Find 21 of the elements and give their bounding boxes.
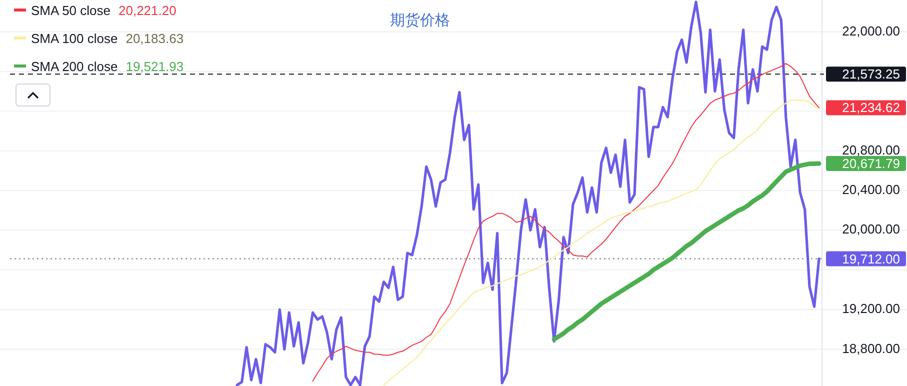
y-tick-label: 20,800.00 [842,142,900,158]
line-series [236,0,820,386]
data-label: 21,234.62 [842,100,900,116]
data-label: 19,712.00 [842,251,900,266]
line-series [312,63,820,382]
y-tick-label: 22,000.00 [842,23,900,38]
line-series [552,161,822,342]
legend-label: SMA 100 close [31,31,118,46]
y-tick-label: 20,400.00 [842,182,900,198]
data-label: 20,671.79 [842,156,900,172]
y-tick-label: 18,800.00 [842,340,900,356]
line-series [383,100,820,386]
ref-line-label: 21,573.25 [842,66,900,82]
legend-label: SMA 200 close [31,59,118,74]
annotation: 20,221.20 [118,3,176,18]
y-tick-label: 19,200.00 [842,301,900,316]
text: 期货价格 [390,12,450,29]
annotation: 19,521.93 [126,59,184,74]
legend-label: SMA 50 close [31,3,110,18]
y-tick-label: 20,000.00 [842,222,900,237]
annotation: 20,183.63 [126,31,184,46]
